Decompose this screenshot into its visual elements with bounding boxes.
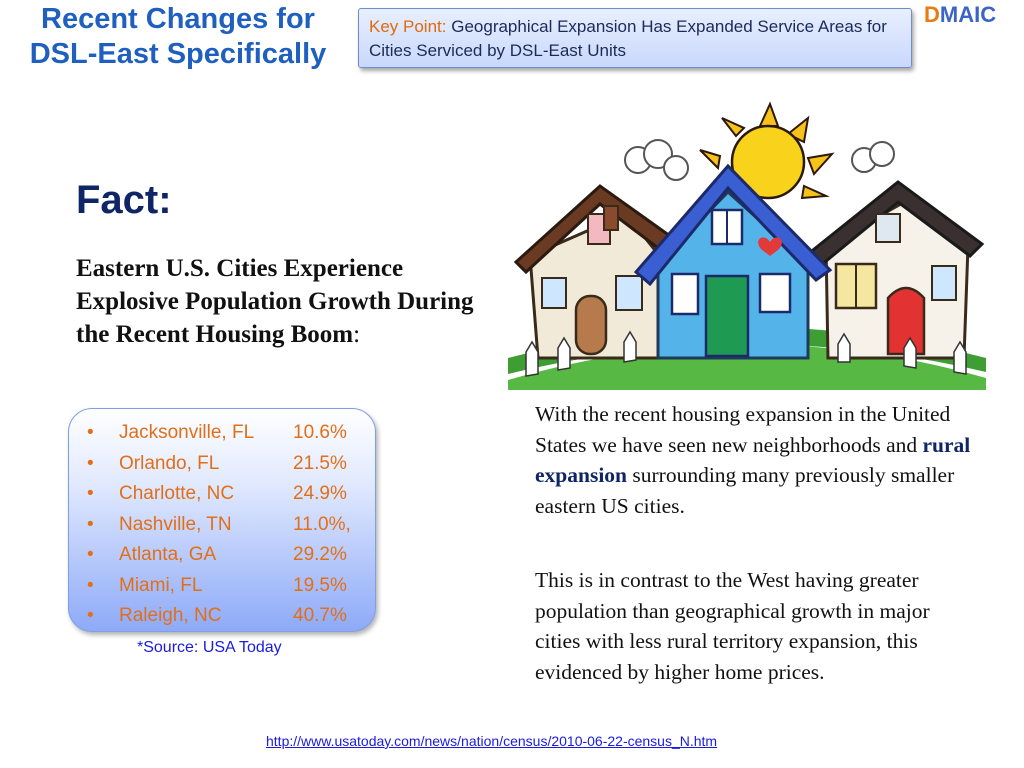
fact-headline-text: Eastern U.S. Cities Experience Explosive… — [76, 255, 474, 348]
city-growth-value: 19.5% — [293, 574, 347, 596]
city-growth-value: 10.6% — [293, 422, 347, 443]
source-link[interactable]: http://www.usatoday.com/news/nation/cens… — [266, 733, 718, 749]
dmaic-logo: DMAIC — [924, 2, 996, 28]
city-growth-value: 29.2% — [293, 544, 347, 565]
city-name: Jacksonville, FL — [119, 422, 255, 443]
city-growth-value: 11.0%, — [293, 513, 351, 535]
key-point-label: Key Point: — [369, 17, 447, 36]
fact-heading: Fact: — [76, 178, 172, 222]
city-growth-box: • Jacksonville, FL 10.6% • Orlando, FL 21.5% •… — [68, 408, 376, 632]
city-list-item: • Nashville, TN 11.0%, — [87, 510, 375, 541]
bullet-icon: • — [87, 513, 94, 535]
bullet-icon: • — [87, 422, 94, 443]
city-list-item: • Raleigh, NC 40.7% — [87, 601, 375, 632]
city-name: Orlando, FL — [119, 452, 220, 474]
source-note: *Source: USA Today — [137, 639, 282, 656]
left-house — [513, 184, 673, 360]
city-growth-value: 24.9% — [293, 483, 347, 504]
city-name: Atlanta, GA — [119, 544, 217, 565]
picket-fence — [525, 330, 967, 377]
dmaic-logo-d: D — [924, 2, 940, 27]
houses-illustration — [508, 101, 986, 390]
heart-icon — [758, 237, 782, 256]
bullet-icon: • — [87, 544, 94, 565]
city-growth-list: • Jacksonville, FL 10.6% • Orlando, FL 21.5% •… — [87, 418, 375, 632]
city-name: Charlotte, NC — [119, 483, 235, 504]
key-point-box: Key Point: Geographical Expansion Has Ex… — [358, 8, 912, 68]
fact-headline-colon: : — [353, 321, 361, 348]
smoke-puffs — [624, 139, 895, 181]
bullet-icon: • — [87, 483, 94, 504]
city-growth-value: 40.7% — [293, 605, 347, 626]
paragraph1-after: surrounding many previously smaller east… — [535, 463, 955, 518]
dmaic-logo-rest: MAIC — [939, 2, 997, 27]
bullet-icon: • — [87, 452, 94, 474]
paragraph1-before: With the recent housing expansion in the… — [535, 402, 951, 457]
paragraph-west-contrast: This is in contrast to the West having g… — [535, 568, 930, 684]
sun-icon — [699, 101, 835, 200]
city-name: Nashville, TN — [119, 513, 232, 535]
city-list-item: • Miami, FL 19.5% — [87, 571, 375, 602]
right-house — [805, 180, 985, 360]
bullet-icon: • — [87, 605, 94, 626]
bullet-icon: • — [87, 574, 94, 596]
rural-expansion-highlight: rural expansion — [535, 432, 971, 488]
paragraph-housing-expansion: With the recent housing expansion in the… — [535, 399, 980, 521]
city-list-item: • Atlanta, GA 29.2% — [87, 540, 375, 571]
city-name: Miami, FL — [119, 574, 203, 596]
fact-headline: Eastern U.S. Cities Experience Explosive… — [76, 252, 476, 351]
slide-title-line2: DSL-East Specifically — [29, 38, 327, 70]
city-name: Raleigh, NC — [119, 605, 222, 626]
city-list-item: • Charlotte, NC 24.9% — [87, 479, 375, 510]
city-growth-value: 21.5% — [293, 452, 347, 474]
middle-house — [633, 163, 833, 360]
city-list-item: • Jacksonville, FL 10.6% — [87, 418, 375, 449]
slide-title-line1: Recent Changes for — [41, 3, 315, 35]
slide-title: Recent Changes for DSL-East Specifically — [8, 2, 348, 72]
key-point-text: Geographical Expansion Has Expanded Serv… — [369, 17, 887, 60]
city-list-item: • Orlando, FL 21.5% — [87, 449, 375, 480]
